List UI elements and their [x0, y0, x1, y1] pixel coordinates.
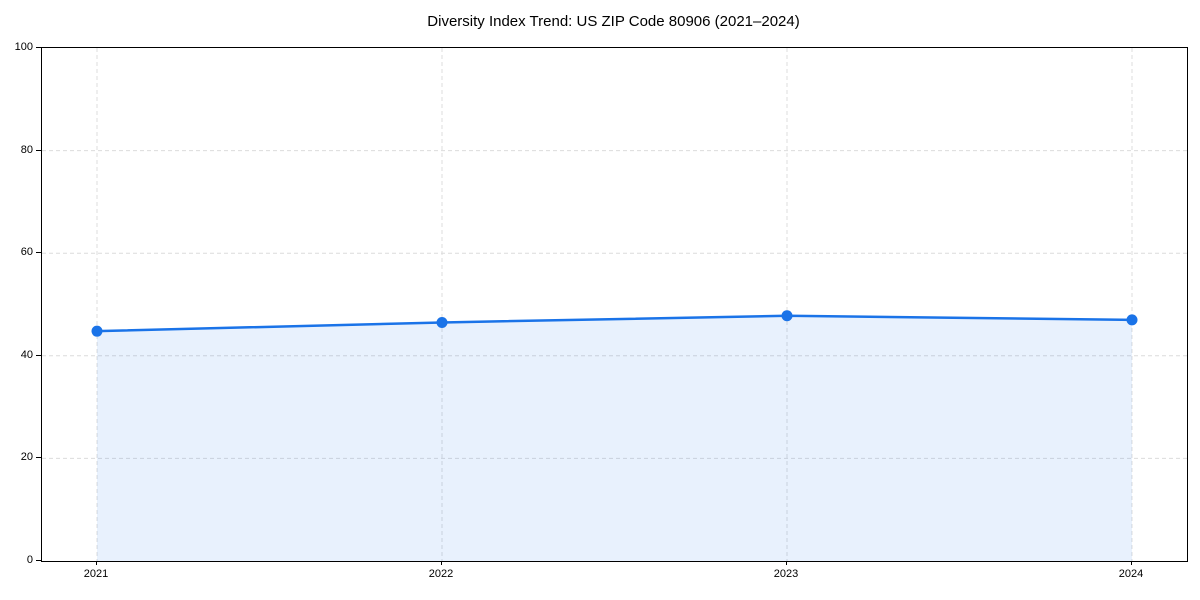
area-fill: [97, 315, 1132, 561]
y-tick-mark-20: [36, 457, 41, 459]
plot-canvas: [42, 48, 1187, 561]
x-tick-label-2023: 2023: [773, 568, 799, 580]
y-tick-label-80: 80: [20, 143, 33, 156]
y-tick-label-20: 20: [20, 451, 33, 464]
y-tick-mark-60: [36, 252, 41, 254]
data-point-2022: [436, 316, 448, 328]
y-tick-mark-0: [36, 560, 41, 561]
chart-title: Diversity Index Trend: US ZIP Code 80906…: [427, 13, 800, 30]
y-tick-label-100: 100: [14, 41, 33, 53]
x-tick-label-2022: 2022: [428, 568, 454, 580]
x-tick-mark-2021: [96, 561, 97, 565]
y-tick-mark-100: [36, 47, 41, 48]
y-tick-label-60: 60: [20, 246, 33, 259]
x-tick-mark-2023: [786, 561, 787, 565]
plot-area: [41, 47, 1188, 562]
x-tick-mark-2024: [1131, 561, 1132, 565]
y-tick-mark-40: [36, 354, 41, 356]
y-tick-label-0: 0: [26, 554, 33, 566]
data-point-2024: [1126, 314, 1138, 326]
x-tick-label-2021: 2021: [83, 568, 109, 580]
x-tick-mark-2022: [441, 561, 442, 565]
y-tick-mark-80: [36, 149, 41, 151]
y-tick-label-40: 40: [20, 348, 33, 361]
x-tick-label-2024: 2024: [1118, 568, 1144, 580]
data-point-2021: [91, 325, 103, 337]
trend-line: [95, 314, 1134, 333]
data-point-2023: [781, 310, 793, 322]
